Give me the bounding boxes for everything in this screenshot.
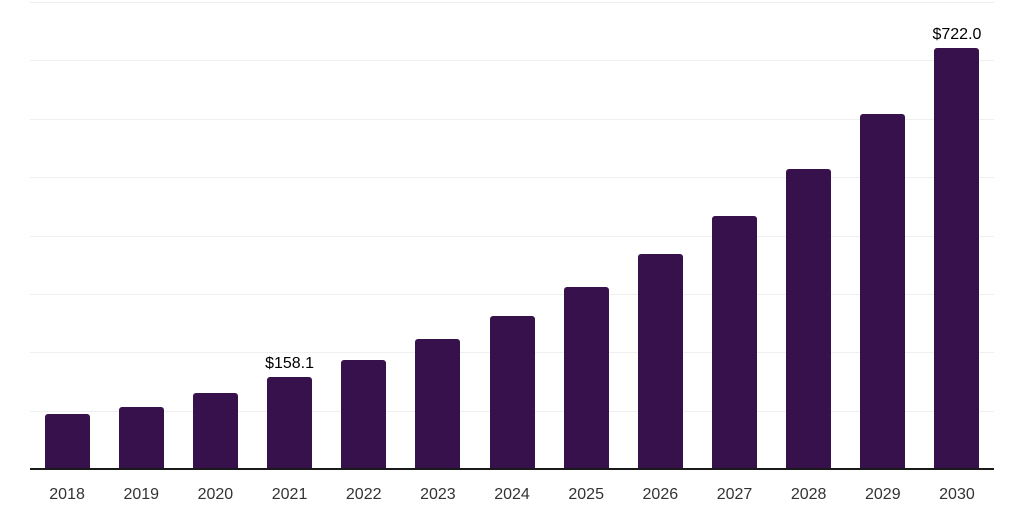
gridline — [30, 118, 994, 120]
bars-container: $158.1 $722.0 — [30, 2, 994, 469]
bar-2022 — [341, 359, 387, 469]
bar-2029 — [860, 114, 906, 469]
gridline — [30, 2, 994, 3]
bar-band-2022 — [327, 2, 401, 469]
bar-band-2021: $158.1 — [252, 2, 326, 469]
bar-band-2020 — [178, 2, 252, 469]
x-tick-label-2026: 2026 — [642, 486, 679, 503]
bar-value-label-2021: $158.1 — [265, 354, 315, 372]
bar-2018 — [44, 414, 90, 469]
bar-band-2028 — [772, 2, 846, 469]
bar-2028 — [786, 168, 832, 469]
bar-band-2026 — [623, 2, 697, 469]
bar-2023 — [415, 339, 461, 469]
bar-2024 — [489, 316, 535, 469]
bar-2025 — [563, 287, 609, 469]
bar-2026 — [637, 254, 683, 469]
x-tick-label-2023: 2023 — [420, 486, 456, 503]
x-tick-label-2018: 2018 — [49, 486, 85, 503]
bar-band-2030: $722.0 — [920, 2, 994, 469]
gridline — [30, 293, 994, 295]
x-tick-label-2019: 2019 — [123, 486, 160, 503]
x-tick-label-2027: 2027 — [716, 486, 753, 503]
gridline — [30, 60, 994, 62]
bar-band-2018 — [30, 2, 104, 469]
bar-band-2027 — [697, 2, 771, 469]
bar-band-2029 — [846, 2, 920, 469]
bar-band-2025 — [549, 2, 623, 469]
bar-2020 — [192, 392, 238, 469]
x-tick-label-2028: 2028 — [790, 486, 827, 503]
bar-2030 — [934, 47, 980, 469]
x-tick-label-2020: 2020 — [197, 486, 234, 503]
x-tick-label-2025: 2025 — [568, 486, 604, 503]
bar-2019 — [118, 406, 164, 469]
x-tick-label-2029: 2029 — [865, 486, 901, 503]
bar-band-2023 — [401, 2, 475, 469]
x-tick-label-2030: 2030 — [939, 486, 975, 503]
gridline — [30, 235, 994, 237]
bar-value-label-2030: $722.0 — [932, 25, 982, 43]
x-axis-line — [30, 468, 994, 470]
plot-area: $158.1 $722.0 — [30, 2, 994, 470]
gridline — [30, 177, 994, 179]
x-tick-label-2024: 2024 — [494, 486, 530, 503]
bar-band-2024 — [475, 2, 549, 469]
x-tick-label-2022: 2022 — [345, 486, 382, 503]
bar-2021 — [267, 376, 313, 469]
x-axis-tick-labels: 2018 2019 2020 2021 2022 2023 2024 2025 2026 2027… — [30, 485, 994, 504]
x-tick-label-2021: 2021 — [271, 486, 308, 503]
bar-2027 — [711, 215, 757, 469]
bar-band-2019 — [104, 2, 178, 469]
